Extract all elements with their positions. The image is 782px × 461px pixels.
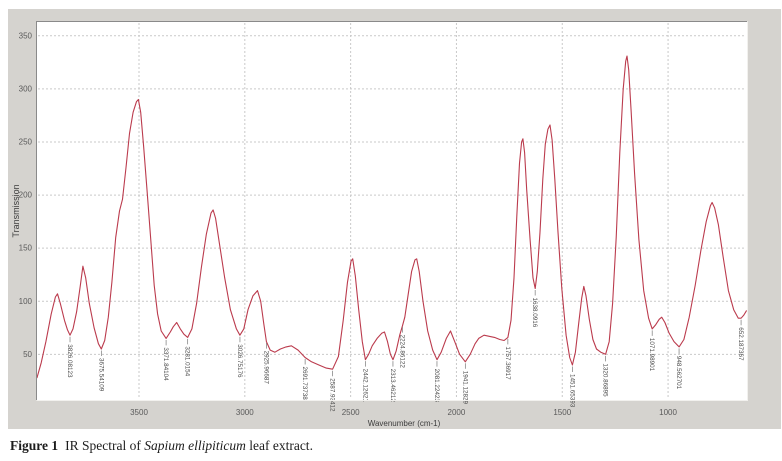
y-tick-label: 150: [19, 244, 33, 253]
peak-label: 3675.54109: [97, 358, 104, 392]
figure-caption-label: Figure 1: [10, 438, 59, 453]
y-tick-label: 200: [19, 191, 33, 200]
peak-label: 2691.73738: [301, 367, 308, 401]
figure-caption-suffix: leaf extract.: [245, 438, 313, 453]
figure-caption-prefix: IR Spectral of: [65, 438, 145, 453]
x-tick-label: 2500: [342, 408, 360, 417]
plot-border-bottomright: [36, 21, 748, 401]
peak-label: 948.562701: [675, 356, 682, 390]
x-tick-label: 3500: [130, 408, 148, 417]
plot-border-topleft: [36, 21, 747, 400]
y-tick-label: 300: [19, 84, 33, 93]
x-tick-label: 3000: [236, 408, 254, 417]
peak-label: 1941.12829: [461, 371, 468, 405]
y-tick-label: 100: [19, 297, 33, 306]
x-tick-label: 2000: [448, 408, 466, 417]
x-axis-title: Wavenumber (cm-1): [368, 419, 441, 428]
peak-label: 1451.65393: [568, 374, 575, 408]
plot-area: [37, 22, 747, 400]
peak-label: 3281.0154: [184, 346, 191, 376]
y-tick-label: 50: [23, 350, 32, 359]
peak-label: 2224.86122: [398, 335, 405, 369]
peak-label: 1638.0916: [531, 298, 538, 328]
peak-label: 2081.22423: [433, 369, 440, 403]
y-tick-label: 350: [19, 31, 33, 40]
peak-label: 1320.86895: [602, 363, 609, 397]
peak-label: 2313.46212: [389, 369, 396, 403]
x-tick-label: 1000: [659, 408, 677, 417]
figure-box: 3826.08123 3675.54109 3371.84104 3281.0154 3…: [8, 9, 781, 429]
peak-label: 3371.84104: [162, 347, 169, 381]
peak-label: 2587.93412: [329, 378, 336, 412]
figure-caption-species: Sapium ellipiticum: [144, 438, 246, 453]
peak-label: 1071.98901: [648, 338, 655, 372]
spectrum-path: [36, 55, 747, 379]
peak-label: 3826.08123: [66, 344, 73, 378]
peak-label: 2442.12621: [361, 369, 368, 403]
ir-spectrum-chart: 3826.08123 3675.54109 3371.84104 3281.0154 3…: [11, 21, 748, 428]
peak-label: 2925.96687: [262, 351, 269, 385]
peak-label: 1757.36917: [504, 346, 511, 380]
y-tick-label: 250: [19, 137, 33, 146]
figure-caption: Figure 1 IR Spectral of Sapium ellipiticu…: [10, 438, 770, 455]
x-tick-label: 1500: [553, 408, 571, 417]
y-axis-title: Transmission: [11, 184, 21, 237]
peak-label: 652.187367: [737, 327, 744, 361]
peak-label: 3026.75176: [236, 344, 243, 378]
